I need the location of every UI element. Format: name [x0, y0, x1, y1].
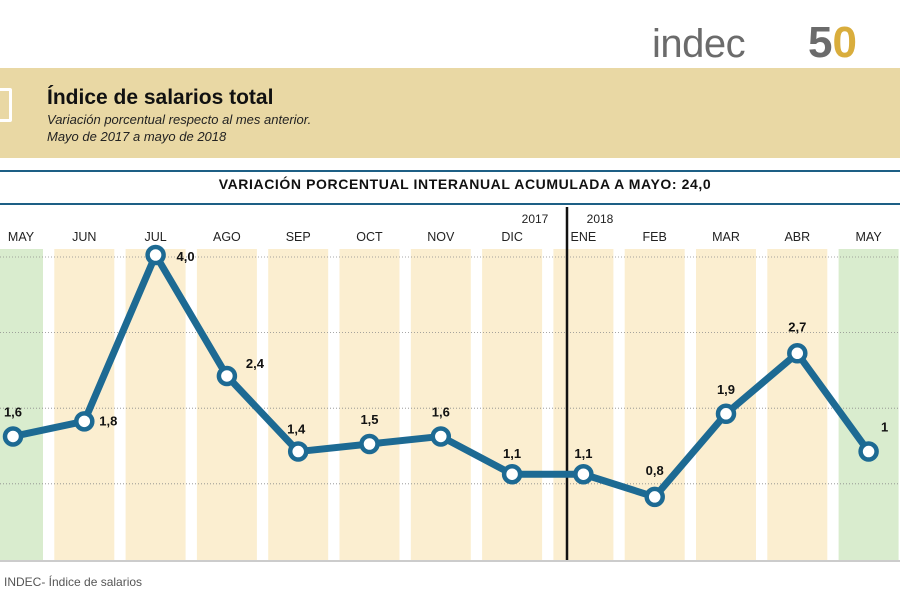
data-label: 4,0 [177, 249, 195, 264]
month-label: JUN [72, 230, 96, 244]
page-title: Índice de salarios total [47, 86, 274, 109]
data-point [644, 486, 665, 508]
data-point [145, 244, 166, 266]
chart-title-frame [0, 170, 900, 205]
data-point [501, 463, 523, 485]
page-subtitle: Variación porcentual respecto al mes ant… [47, 112, 312, 127]
data-point [359, 433, 380, 455]
data-point [74, 411, 95, 432]
month-band-1 [54, 249, 115, 560]
data-label: 1,5 [360, 412, 378, 427]
year-label-2017: 2017 [522, 212, 549, 226]
month-label: DIC [501, 230, 523, 244]
month-label: MAY [856, 230, 883, 244]
data-point [287, 441, 309, 462]
data-point [858, 441, 879, 462]
logo-anniversary: 50 [808, 18, 857, 68]
month-band-8 [553, 249, 614, 560]
logo-five: 5 [808, 18, 833, 67]
month-label: ABR [784, 230, 810, 244]
month-band-0 [0, 249, 43, 560]
data-label: 1,1 [574, 446, 592, 461]
month-label: FEB [643, 230, 667, 244]
data-label: 2,4 [246, 356, 265, 371]
month-band-7 [482, 249, 543, 560]
data-labels: 1,6 1,8 4,0 2,4 1,4 1,5 1,6 1,1 1,1 0,8 1,9 2,7 1 [4, 249, 888, 478]
data-label: 1,9 [717, 382, 735, 397]
data-label: 1 [881, 420, 888, 435]
year-labels: 2017 2018 [522, 212, 614, 226]
month-label: SEP [286, 230, 311, 244]
data-label: 1,6 [432, 404, 450, 419]
data-point [573, 463, 594, 485]
month-band-9 [624, 249, 685, 560]
line-chart: MAY JUN JUL AGO SEP OCT NOV DIC ENE FEB MAR ABR MAY … [0, 207, 900, 562]
chart-title: VARIACIÓN PORCENTUAL INTERANUAL ACUMULAD… [218, 176, 712, 192]
data-point [787, 343, 808, 364]
year-label-2018: 2018 [587, 212, 614, 226]
month-band-4 [268, 249, 329, 560]
month-band-12 [838, 249, 899, 560]
plot-bands [0, 249, 899, 560]
month-band-3 [196, 249, 257, 560]
document-icon [0, 88, 12, 122]
data-label: 1,6 [4, 404, 22, 419]
data-point [715, 403, 737, 425]
data-label: 1,8 [99, 413, 117, 428]
data-label: 2,7 [788, 319, 806, 334]
month-label: OCT [356, 230, 383, 244]
chart-header: Índice de salarios total Variación porce… [0, 68, 900, 158]
data-point [430, 426, 452, 447]
month-label: NOV [427, 230, 455, 244]
data-label: 1,1 [503, 446, 521, 461]
month-band-5 [339, 249, 400, 560]
month-label: AGO [213, 230, 241, 244]
data-point [216, 365, 238, 387]
data-point [2, 426, 24, 447]
month-label: JUL [144, 230, 166, 244]
source-note: INDEC- Índice de salarios [4, 575, 143, 589]
data-label: 1,4 [287, 422, 306, 437]
month-band-11 [767, 249, 828, 560]
logo-wordmark: indec [652, 22, 746, 66]
month-band-6 [410, 249, 471, 560]
month-label: MAR [712, 230, 740, 244]
month-label: ENE [571, 230, 597, 244]
logo-zero: 0 [832, 18, 857, 67]
month-labels: MAY JUN JUL AGO SEP OCT NOV DIC ENE FEB MAR ABR MAY [8, 230, 882, 244]
data-points [2, 244, 879, 508]
month-label: MAY [8, 230, 35, 244]
data-label: 0,8 [646, 463, 664, 478]
page-period: Mayo de 2017 a mayo de 2018 [47, 129, 227, 144]
